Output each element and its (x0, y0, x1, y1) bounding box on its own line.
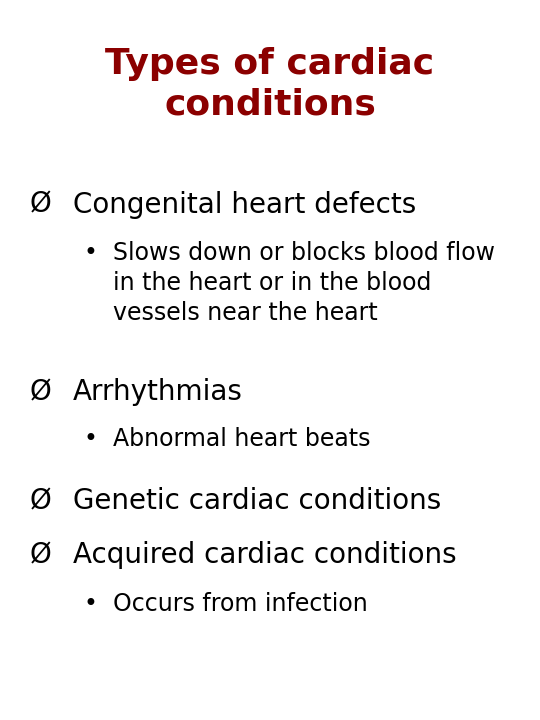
Text: Types of cardiac
conditions: Types of cardiac conditions (105, 47, 435, 122)
Text: Ø: Ø (30, 487, 51, 516)
Text: Abnormal heart beats: Abnormal heart beats (113, 427, 371, 451)
Text: Arrhythmias: Arrhythmias (73, 378, 243, 406)
Text: Occurs from infection: Occurs from infection (113, 592, 368, 616)
Text: Congenital heart defects: Congenital heart defects (73, 191, 416, 219)
Text: •: • (84, 592, 98, 616)
Text: Ø: Ø (30, 541, 51, 570)
Text: Ø: Ø (30, 378, 51, 406)
Text: Slows down or blocks blood flow
in the heart or in the blood
vessels near the he: Slows down or blocks blood flow in the h… (113, 241, 495, 325)
Text: •: • (84, 241, 98, 265)
Text: Acquired cardiac conditions: Acquired cardiac conditions (73, 541, 456, 570)
Text: •: • (84, 427, 98, 451)
Text: Genetic cardiac conditions: Genetic cardiac conditions (73, 487, 441, 516)
Text: Ø: Ø (30, 191, 51, 219)
